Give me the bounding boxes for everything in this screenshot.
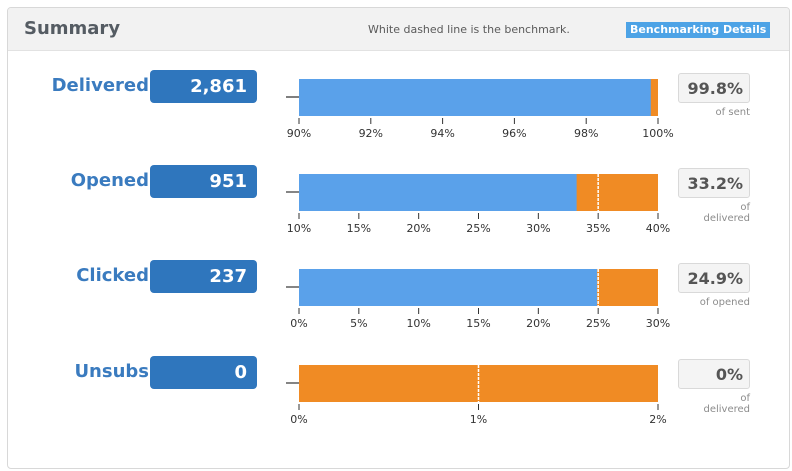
rate-caption-line: of	[740, 202, 750, 213]
tick-label: 35%	[586, 222, 610, 235]
metric-label: Delivered	[51, 75, 149, 96]
metric-bar-chart: 0% 5% 10% 15% 20% 25% 30%	[286, 269, 670, 330]
bar-value	[299, 269, 597, 306]
rate-value-box: 99.8%	[678, 73, 750, 103]
tick-label: 40%	[646, 222, 670, 235]
tick-label: 15%	[466, 317, 490, 330]
metric-count-badge: 951	[150, 165, 257, 198]
rate-caption-line: delivered	[703, 213, 750, 224]
rate-value-box: 24.9%	[678, 263, 750, 293]
metric-row-clicked: Clicked 237 0% 5% 10% 15% 20% 25% 30% 24.9% of…	[8, 255, 789, 335]
rate-caption-line: delivered	[703, 404, 750, 415]
metric-count-badge: 237	[150, 260, 257, 293]
metric-row-unsubs: Unsubs 0 0% 1% 2% 0% of delivered	[8, 351, 789, 431]
rate-caption: of delivered	[678, 393, 750, 415]
metric-label: Clicked	[76, 265, 149, 286]
tick-label: 1%	[470, 413, 487, 426]
metric-count-badge: 0	[150, 356, 257, 389]
panel-title: Summary	[24, 18, 121, 39]
metric-bar-chart: 90% 92% 94% 96% 98% 100%	[286, 79, 674, 140]
tick-label: 30%	[526, 222, 550, 235]
tick-label: 25%	[466, 222, 490, 235]
tick-label: 0%	[290, 317, 307, 330]
metric-label: Unsubs	[74, 361, 149, 382]
metric-count-badge: 2,861	[150, 70, 257, 103]
tick-label: 90%	[287, 127, 311, 140]
tick-label: 15%	[347, 222, 371, 235]
tick-label: 94%	[430, 127, 454, 140]
bar-value	[299, 174, 577, 211]
tick-label: 100%	[642, 127, 673, 140]
rate-caption: of opened	[678, 297, 750, 308]
metric-label: Opened	[70, 170, 149, 191]
summary-panel: Summary White dashed line is the benchma…	[7, 7, 790, 469]
tick-label: 0%	[290, 413, 307, 426]
rate-value-box: 33.2%	[678, 168, 750, 198]
rate-caption-line: of sent	[715, 107, 750, 118]
tick-label: 92%	[359, 127, 383, 140]
panel-header: Summary White dashed line is the benchma…	[8, 8, 789, 51]
rate-caption: of sent	[678, 107, 750, 118]
tick-label: 20%	[526, 317, 550, 330]
tick-label: 30%	[646, 317, 670, 330]
rate-value-box: 0%	[678, 359, 750, 389]
metric-row-delivered: Delivered 2,861 90% 92% 94% 96% 98% 100% 99.8…	[8, 65, 789, 145]
tick-label: 96%	[502, 127, 526, 140]
tick-label: 5%	[350, 317, 367, 330]
benchmarking-details-link[interactable]: Benchmarking Details	[626, 22, 771, 38]
rate-caption-line: of opened	[699, 297, 750, 308]
metric-row-opened: Opened 951 10% 15% 20% 25% 30% 35% 40% 33.2% o…	[8, 160, 789, 240]
bar-value	[299, 79, 651, 116]
rate-caption: of delivered	[678, 202, 750, 224]
rate-caption-line: of	[740, 393, 750, 404]
tick-label: 2%	[649, 413, 666, 426]
tick-label: 20%	[406, 222, 430, 235]
tick-label: 98%	[574, 127, 598, 140]
tick-label: 10%	[287, 222, 311, 235]
metric-bar-chart: 0% 1% 2%	[286, 365, 667, 426]
tick-label: 10%	[406, 317, 430, 330]
metric-bar-chart: 10% 15% 20% 25% 30% 35% 40%	[286, 174, 670, 235]
benchmark-note: White dashed line is the benchmark.	[368, 23, 570, 36]
tick-label: 25%	[586, 317, 610, 330]
